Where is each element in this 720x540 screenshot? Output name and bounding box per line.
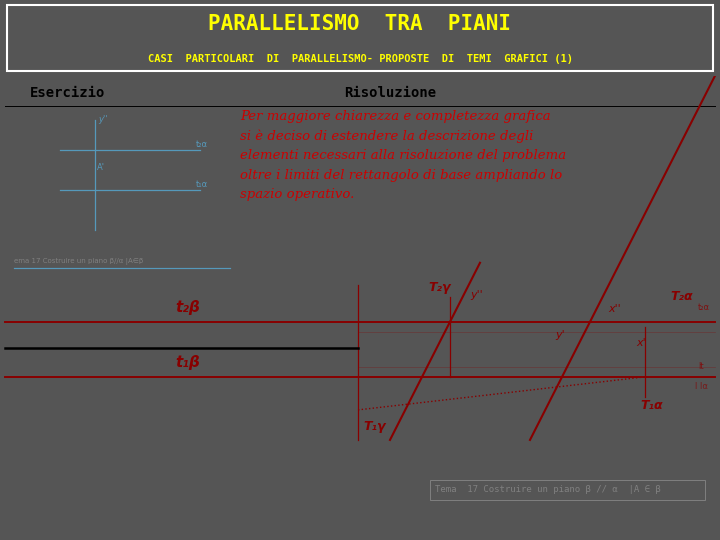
Text: y': y' [555, 330, 564, 340]
Text: CASI  PARTICOLARI  DI  PARALLELISMO- PROPOSTE  DI  TEMI  GRAFICI (1): CASI PARTICOLARI DI PARALLELISMO- PROPOS… [148, 54, 572, 64]
Text: t₁α: t₁α [196, 180, 208, 188]
Text: Esercizio: Esercizio [30, 86, 106, 99]
Text: A': A' [97, 163, 105, 172]
Text: y'': y'' [98, 114, 107, 124]
Text: t₁β: t₁β [176, 355, 200, 370]
Text: t₂α: t₂α [698, 303, 710, 312]
Text: t₂β: t₂β [176, 300, 200, 315]
Text: lt: lt [698, 362, 703, 371]
Text: l lα: l lα [695, 382, 708, 391]
Text: T₂γ: T₂γ [428, 281, 451, 294]
Text: t₂α: t₂α [196, 140, 208, 149]
Text: y'': y'' [470, 290, 482, 300]
Text: T₁α: T₁α [640, 399, 662, 412]
Text: ema 17 Costruire un piano β//α |A∈β: ema 17 Costruire un piano β//α |A∈β [14, 258, 143, 265]
Text: T₁γ: T₁γ [363, 420, 385, 433]
Text: Tema  17 Costruire un piano β // α  |A ∈ β: Tema 17 Costruire un piano β // α |A ∈ β [435, 485, 661, 495]
Text: x': x' [636, 338, 646, 348]
Text: Per maggiore chiarezza e completezza grafica
si è deciso di estendere la descriz: Per maggiore chiarezza e completezza gra… [240, 110, 566, 201]
Text: Risoluzione: Risoluzione [344, 86, 436, 99]
Text: PARALLELISMO  TRA  PIANI: PARALLELISMO TRA PIANI [209, 14, 511, 34]
Text: T₂α: T₂α [670, 291, 693, 303]
Text: x'': x'' [608, 304, 621, 314]
